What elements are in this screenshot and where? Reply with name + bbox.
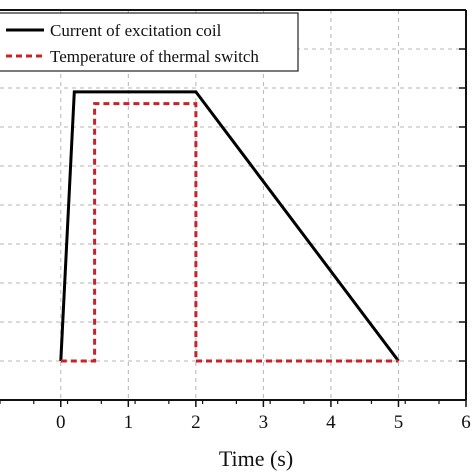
grid-lines bbox=[0, 10, 466, 400]
x-tick-label: 5 bbox=[394, 412, 404, 433]
series-line-temperature bbox=[60, 102, 399, 363]
x-tick-label: 2 bbox=[191, 412, 201, 433]
series-layer bbox=[59, 90, 400, 363]
legend-label-current: Current of excitation coil bbox=[50, 21, 222, 40]
x-axis-title: Time (s) bbox=[219, 446, 293, 471]
x-tick-label: 4 bbox=[326, 412, 336, 433]
x-tick-label: 1 bbox=[124, 412, 134, 433]
x-axis: 0 1 2 3 4 5 6 bbox=[0, 400, 471, 433]
legend: Current of excitation coil Temperature o… bbox=[0, 12, 299, 72]
plot-frame bbox=[0, 9, 467, 401]
legend-label-temperature: Temperature of thermal switch bbox=[50, 47, 259, 66]
series-line-current bbox=[59, 90, 400, 362]
x-tick-label: 0 bbox=[56, 412, 66, 433]
legend-box bbox=[0, 12, 299, 72]
x-tick-label: 3 bbox=[259, 412, 269, 433]
x-tick-label: 6 bbox=[461, 412, 471, 433]
